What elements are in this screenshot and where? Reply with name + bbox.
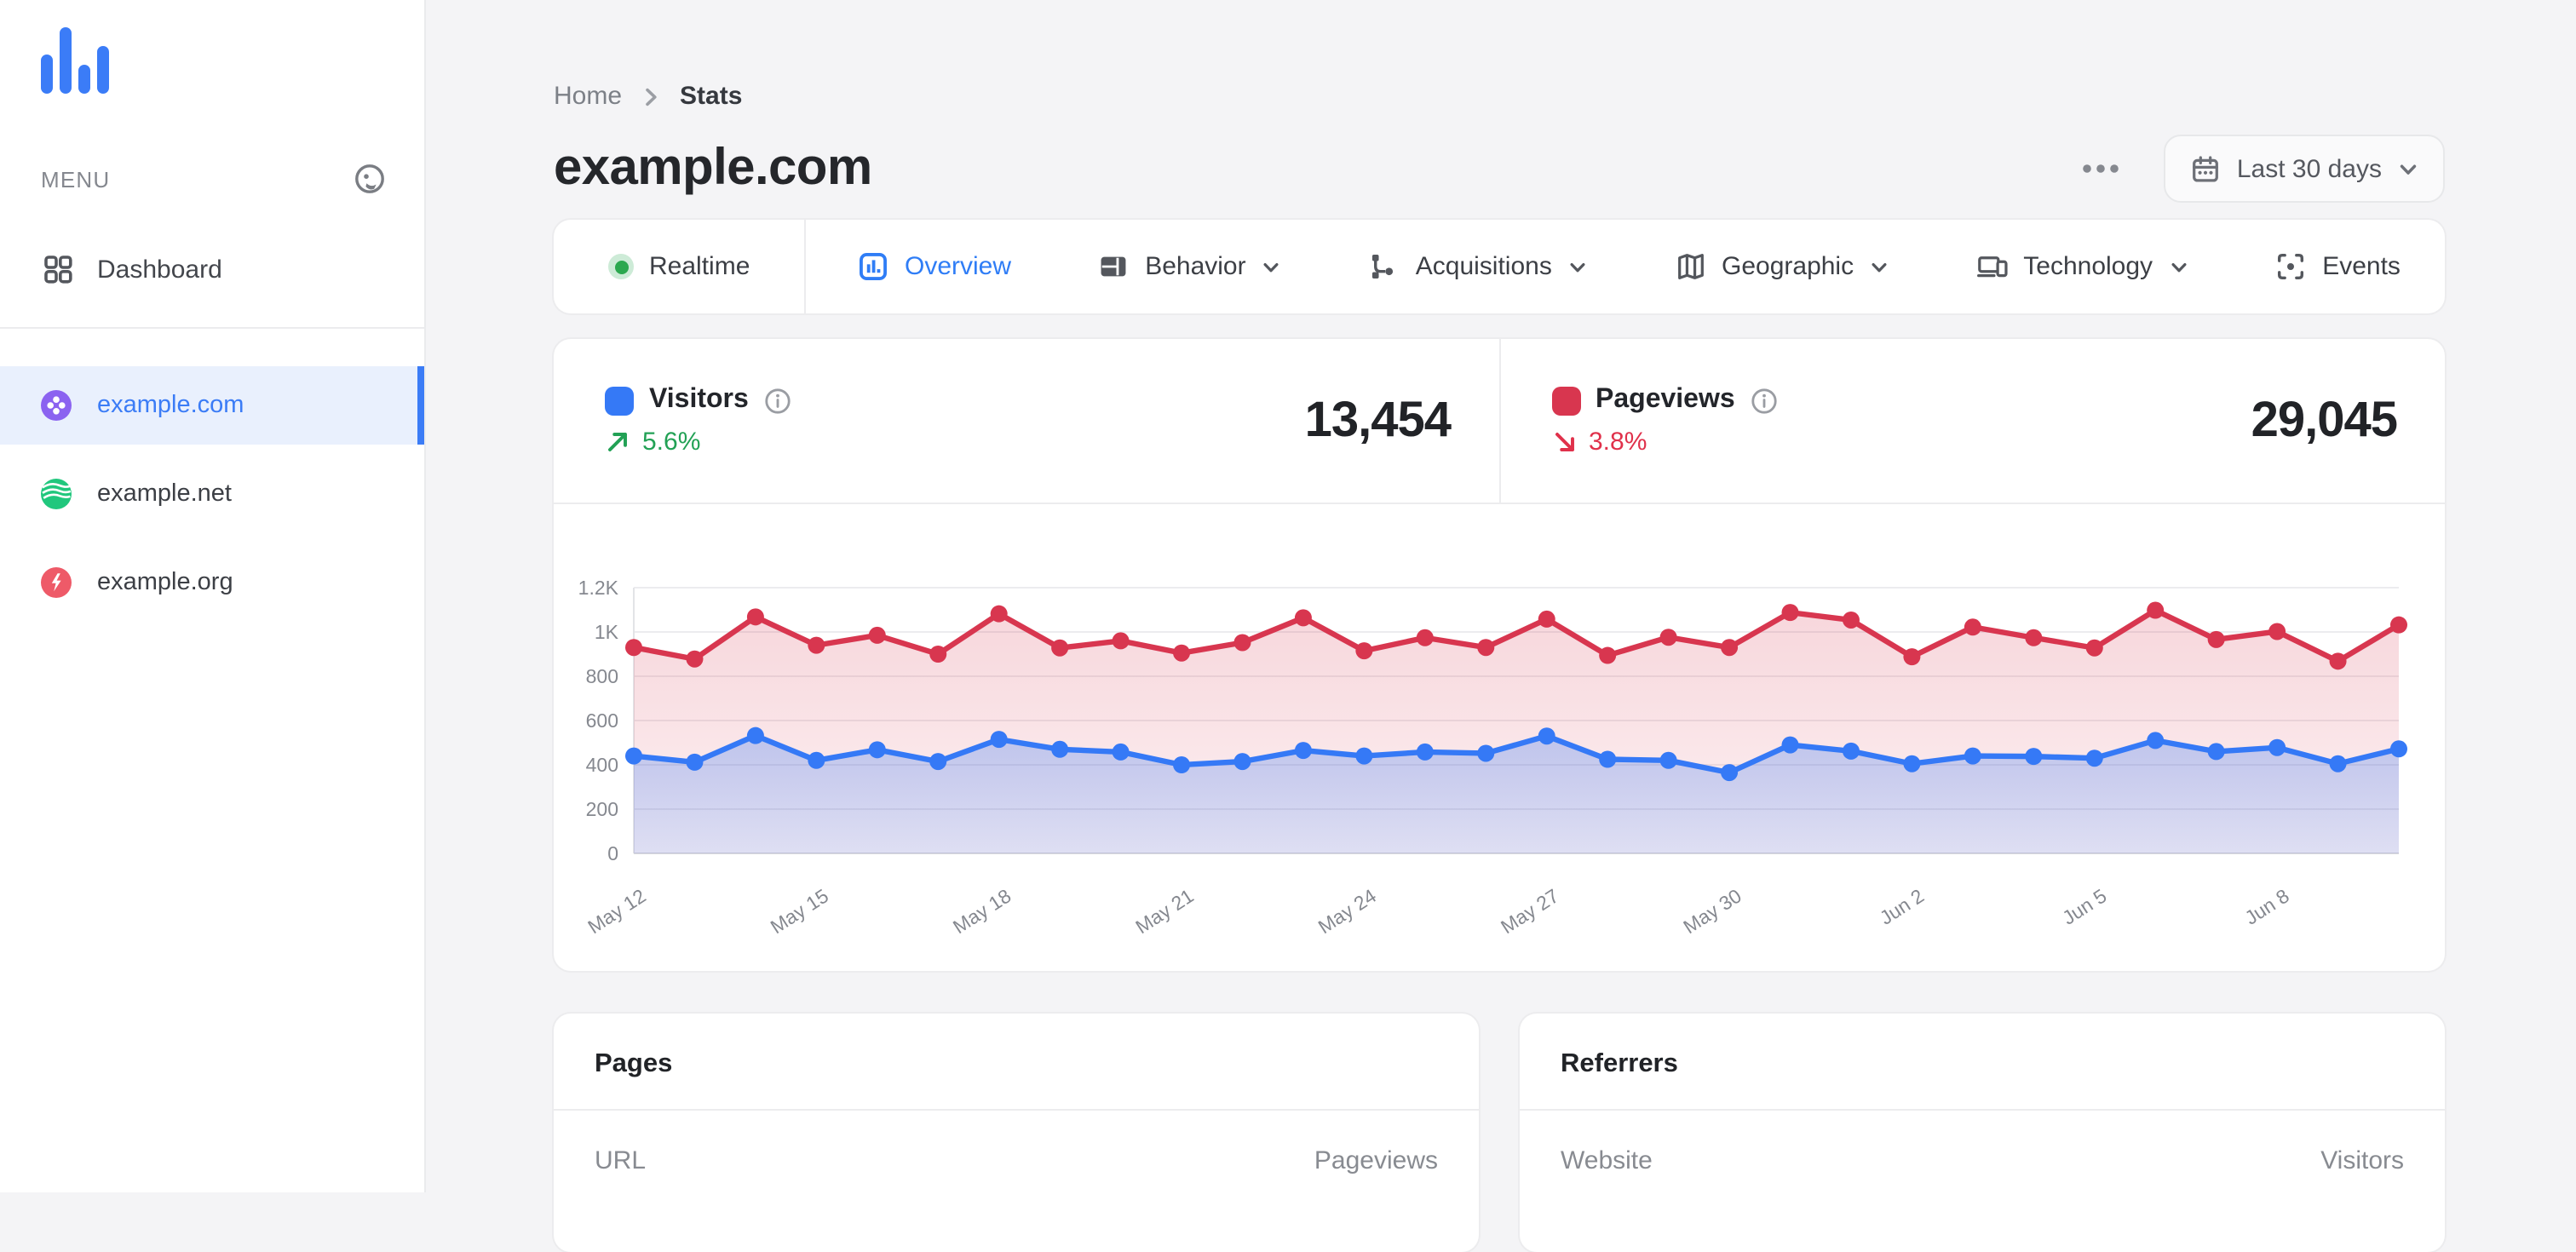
site-icon-bolt [41,567,72,598]
referrers-panel: Referrers Website Visitors [1520,1014,2445,1252]
info-icon[interactable] [764,386,793,415]
column-header-pageviews: Pageviews [1314,1146,1438,1175]
pageviews-total: 29,045 [2251,393,2398,447]
menu-label: MENU [41,166,111,192]
sidebar-item-example-net[interactable]: example.net [0,455,424,533]
chevron-right-icon [639,84,663,108]
map-icon [1674,250,1706,283]
tab-technology[interactable]: Technology [1975,250,2188,283]
chevron-down-icon [1869,256,1889,277]
svg-text:Jun 5: Jun 5 [2058,884,2110,928]
card-divider [554,503,2445,504]
site-label: example.net [97,480,232,508]
section-tabbar: Realtime Overview [554,220,2445,313]
svg-text:400: 400 [586,754,618,776]
tab-acquisitions[interactable]: Acquisitions [1368,250,1588,283]
svg-text:May 30: May 30 [1679,884,1745,938]
svg-text:0: 0 [607,842,618,864]
breadcrumb: Home Stats [554,0,2445,111]
traffic-chart: 0 200 400 600 800 1K 1.2K May 12 May 15 May 18 May… [578,577,2407,938]
svg-text:1K: 1K [595,621,619,643]
tab-geographic[interactable]: Geographic [1674,250,1889,283]
svg-text:May 12: May 12 [584,884,649,938]
devices-icon [1975,250,2008,283]
info-icon[interactable] [1751,386,1780,415]
site-label: example.org [97,569,233,596]
visitors-total: 13,454 [1304,393,1452,447]
tab-overview[interactable]: Overview [857,250,1011,283]
calendar-icon [2189,152,2222,185]
svg-text:May 18: May 18 [949,884,1015,938]
visitors-color-swatch [605,386,634,415]
panel-title: Pages [595,1049,673,1078]
dashboard-grid-icon [41,252,75,286]
svg-text:May 21: May 21 [1131,884,1197,938]
tabbar-divider [804,220,806,313]
panel-title: Referrers [1561,1049,1678,1078]
sidebar-item-label: Dashboard [97,255,222,284]
svg-text:1.2K: 1.2K [578,577,619,599]
trend-up-icon [605,429,630,455]
date-range-button[interactable]: Last 30 days [2163,135,2445,203]
trend-down-icon [1551,429,1577,455]
sidebar-item-example-org[interactable]: example.org [0,543,424,622]
tab-behavior[interactable]: Behavior [1097,250,1281,283]
svg-text:May 24: May 24 [1314,884,1381,938]
breadcrumb-home-link[interactable]: Home [554,82,623,111]
svg-text:Jun 8: Jun 8 [2240,884,2292,928]
stat-change-value: 3.8% [1589,428,1647,457]
svg-text:800: 800 [586,665,618,687]
site-icon-waves [41,479,72,509]
site-list: example.com example.net [0,366,424,622]
stat-change-value: 5.6% [642,428,701,457]
stat-visitors: Visitors [554,339,1498,503]
bar-chart-icon [857,250,889,283]
ellipsis-icon [2083,164,2119,173]
main-content: Home Stats example.com [426,0,2576,1252]
sidebar-item-dashboard[interactable]: Dashboard [0,244,424,295]
sidebar: MENU Dashboard [0,0,426,1192]
chevron-down-icon [1262,256,1282,277]
page-title: example.com [554,140,872,196]
chevron-down-icon [2397,158,2419,180]
branch-icon [1368,250,1400,283]
svg-text:May 15: May 15 [767,884,832,938]
site-label: example.com [97,392,244,419]
tab-events[interactable]: Events [2274,250,2401,283]
menu-header: MENU [41,162,387,196]
chevron-down-icon [1567,256,1588,277]
svg-text:Jun 2: Jun 2 [1876,884,1928,928]
more-options-button[interactable] [2075,157,2126,181]
column-header-url: URL [595,1146,647,1175]
layout-icon [1097,250,1130,283]
stat-label: Visitors [649,385,749,414]
pageviews-color-swatch [1551,386,1580,415]
site-icon-clover [41,390,72,421]
focus-icon [2274,250,2307,283]
svg-text:600: 600 [586,709,618,732]
pages-panel: Pages URL Pageviews [554,1014,1479,1252]
chevron-down-icon [2168,256,2188,277]
stats-divider [1498,339,1500,503]
realtime-status-icon [608,254,634,279]
sidebar-item-example-com[interactable]: example.com [0,366,424,445]
stat-label: Pageviews [1596,385,1735,414]
sidebar-divider [0,327,424,329]
column-header-website: Website [1561,1146,1653,1175]
breadcrumb-current: Stats [680,82,743,111]
persona-icon[interactable] [353,162,387,196]
overview-card: Visitors [554,339,2445,971]
tab-realtime[interactable]: Realtime [608,252,750,281]
stat-pageviews: Pageviews [1500,339,2445,503]
svg-text:May 27: May 27 [1497,884,1562,938]
date-range-label: Last 30 days [2236,154,2382,183]
title-row: example.com Last 30 days [554,135,2445,203]
svg-text:200: 200 [586,798,618,820]
column-header-visitors: Visitors [2320,1146,2404,1175]
app-logo-icon [41,24,119,94]
